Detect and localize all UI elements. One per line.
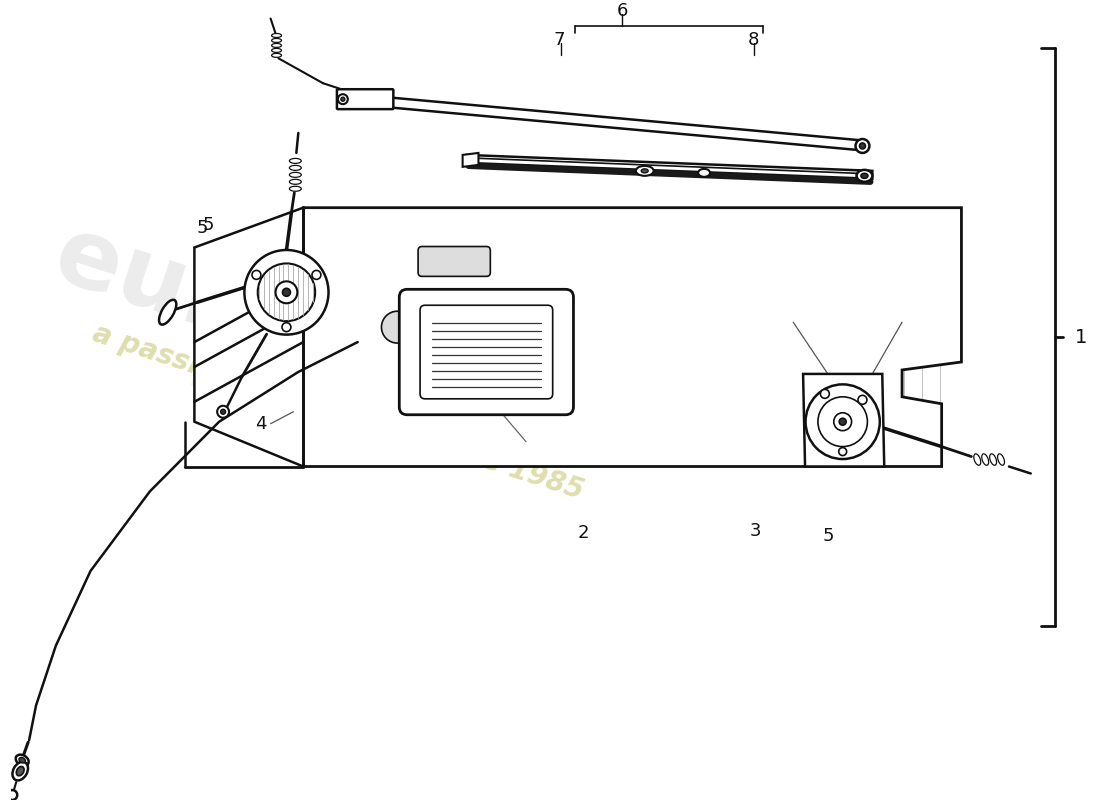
Ellipse shape xyxy=(805,384,880,459)
Ellipse shape xyxy=(160,300,176,325)
Ellipse shape xyxy=(289,158,301,163)
Ellipse shape xyxy=(312,270,321,279)
Ellipse shape xyxy=(856,139,869,153)
Ellipse shape xyxy=(990,454,997,466)
Polygon shape xyxy=(463,153,478,167)
Text: 1: 1 xyxy=(1076,327,1088,346)
Ellipse shape xyxy=(857,170,872,182)
Ellipse shape xyxy=(698,169,710,177)
Ellipse shape xyxy=(19,758,25,763)
Ellipse shape xyxy=(272,38,282,42)
Text: 5: 5 xyxy=(822,527,834,545)
Ellipse shape xyxy=(289,172,301,178)
Ellipse shape xyxy=(272,43,282,47)
Text: 7: 7 xyxy=(554,31,565,50)
Ellipse shape xyxy=(338,94,348,104)
Polygon shape xyxy=(375,96,858,150)
Ellipse shape xyxy=(382,311,414,343)
Ellipse shape xyxy=(834,413,851,430)
Ellipse shape xyxy=(981,454,989,466)
Ellipse shape xyxy=(283,288,290,296)
Text: 5: 5 xyxy=(202,216,213,234)
Ellipse shape xyxy=(289,186,301,191)
Text: 6: 6 xyxy=(616,2,628,19)
Ellipse shape xyxy=(818,397,868,446)
Text: europ: europ xyxy=(43,209,375,396)
Ellipse shape xyxy=(257,263,315,321)
Ellipse shape xyxy=(858,395,867,404)
Ellipse shape xyxy=(272,54,282,58)
FancyBboxPatch shape xyxy=(418,246,491,276)
Text: 4: 4 xyxy=(255,414,266,433)
Ellipse shape xyxy=(217,406,229,418)
Text: 2: 2 xyxy=(578,524,590,542)
Ellipse shape xyxy=(636,166,653,176)
Ellipse shape xyxy=(221,410,226,414)
Ellipse shape xyxy=(272,49,282,52)
Ellipse shape xyxy=(12,762,28,781)
Ellipse shape xyxy=(289,166,301,170)
Ellipse shape xyxy=(282,322,290,332)
Ellipse shape xyxy=(244,250,329,334)
Ellipse shape xyxy=(859,143,866,149)
Ellipse shape xyxy=(974,454,981,466)
Ellipse shape xyxy=(839,418,846,425)
Ellipse shape xyxy=(861,174,868,178)
FancyBboxPatch shape xyxy=(420,306,552,399)
Ellipse shape xyxy=(16,766,24,776)
Ellipse shape xyxy=(15,754,29,766)
Text: 8: 8 xyxy=(748,31,759,50)
Ellipse shape xyxy=(641,169,648,173)
Ellipse shape xyxy=(821,390,829,398)
Ellipse shape xyxy=(289,179,301,184)
Polygon shape xyxy=(466,155,872,179)
Ellipse shape xyxy=(838,447,847,455)
Ellipse shape xyxy=(8,790,18,800)
Ellipse shape xyxy=(276,282,297,303)
Text: 5: 5 xyxy=(197,218,208,237)
Ellipse shape xyxy=(998,454,1004,466)
Ellipse shape xyxy=(341,97,344,101)
Polygon shape xyxy=(803,374,884,466)
Text: 3: 3 xyxy=(750,522,761,540)
Polygon shape xyxy=(304,208,961,466)
FancyBboxPatch shape xyxy=(399,290,573,414)
Ellipse shape xyxy=(272,34,282,38)
Ellipse shape xyxy=(252,270,261,279)
Polygon shape xyxy=(195,208,304,466)
Text: a passion for Porsche since 1985: a passion for Porsche since 1985 xyxy=(89,319,587,505)
FancyBboxPatch shape xyxy=(337,90,394,109)
Text: lates: lates xyxy=(176,316,461,488)
